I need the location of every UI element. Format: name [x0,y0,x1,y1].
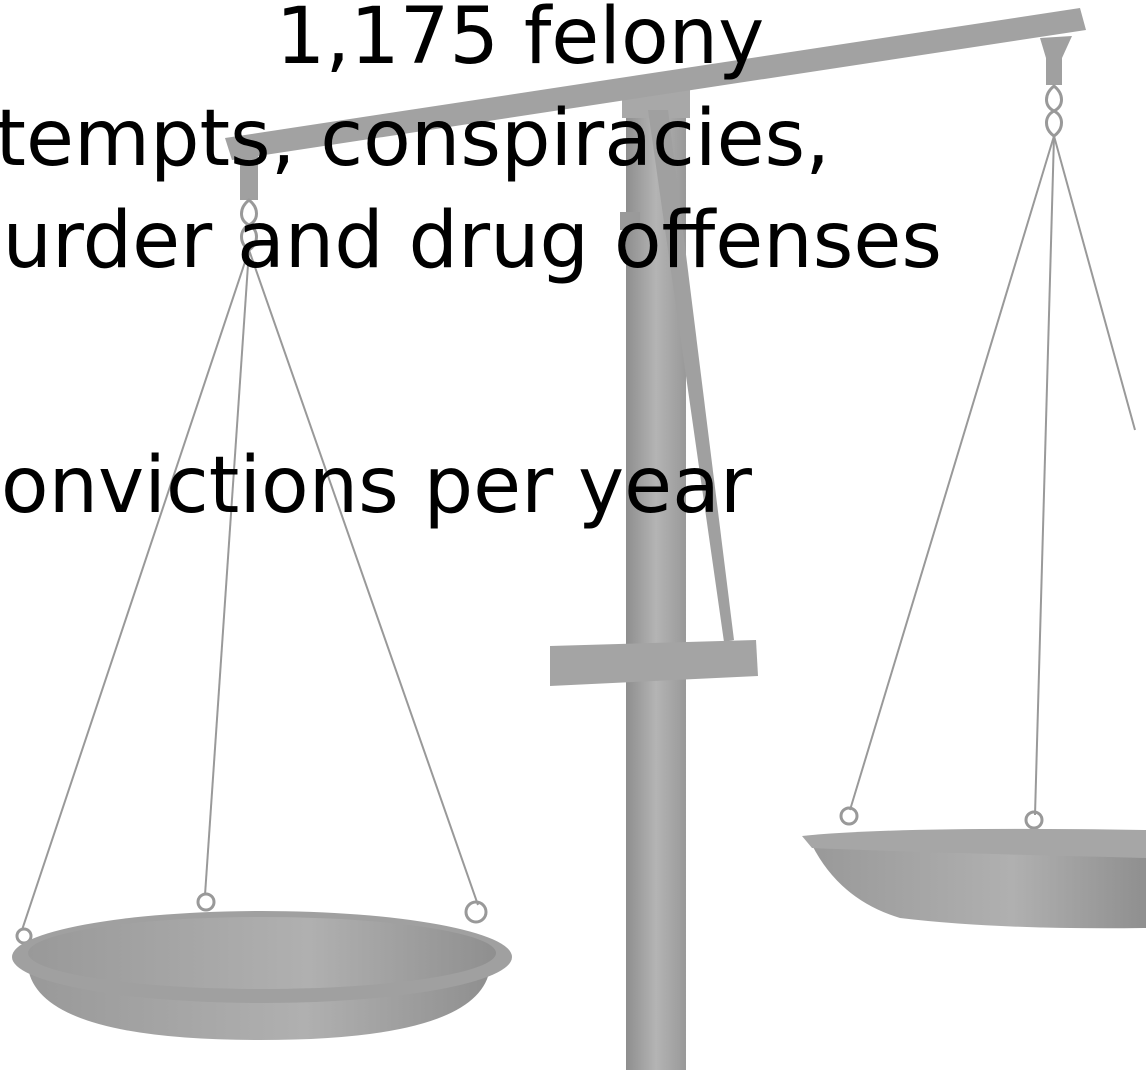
text-line: attempts, conspiracies, [0,94,830,184]
text-line: convictions per year [0,441,753,531]
text-line: 1,175 felony [276,0,765,82]
slide: 1,175 felony attempts, conspiracies, mur… [0,0,1146,1070]
slide-text: 1,175 felony attempts, conspiracies, mur… [0,0,942,531]
text-line: murder and drug offenses [0,196,942,286]
